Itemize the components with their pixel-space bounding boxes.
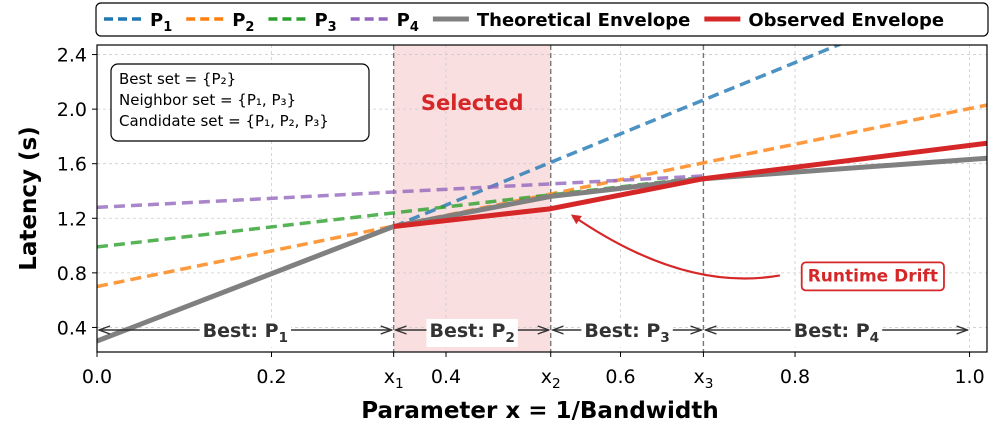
info-line: Candidate set = {P₁, P₂, P₃}	[119, 112, 329, 130]
runtime-drift-label: Runtime Drift	[808, 266, 938, 286]
y-axis-title: Latency (s)	[16, 126, 42, 271]
region-label: Best: P1	[203, 320, 288, 346]
p-2-line	[97, 103, 987, 289]
region-label-bg	[581, 319, 673, 347]
info-line: Best set = {P₂}	[119, 70, 236, 88]
legend-label: P1	[150, 10, 172, 35]
region-label-bg	[426, 319, 518, 347]
region-label: Best: P2	[429, 320, 514, 346]
theoretical-envelope-line	[97, 155, 987, 344]
y-tick-label: 1.6	[57, 154, 87, 176]
x-tick-label: 0.4	[431, 366, 461, 388]
y-tick-label: 2.0	[57, 99, 87, 121]
legend-label: P3	[314, 10, 336, 35]
info-line: Neighbor set = {P₁, P₃}	[119, 91, 296, 109]
x-tick-label: 0.0	[82, 366, 112, 388]
observed-envelope-line	[393, 140, 987, 229]
legend-label: Theoretical Envelope	[477, 10, 690, 31]
legend: P1 P2 P3 P4 Theoretical Envelope Observed Env…	[95, 2, 989, 37]
region-label-bg	[199, 319, 292, 347]
info-box-frame	[110, 63, 370, 142]
x-tick-label: x3	[693, 366, 713, 392]
runtime-drift-box	[800, 261, 945, 292]
y-tick-label: 2.4	[57, 45, 87, 67]
runtime-drift-arrow	[570, 214, 781, 280]
y-tick-label: 0.4	[57, 317, 87, 339]
x-tick-label: x1	[384, 366, 404, 392]
legend-frame	[95, 2, 989, 37]
x-tick-label: 0.6	[605, 366, 635, 388]
region-label-bg	[790, 319, 883, 347]
plot-frame	[96, 44, 988, 353]
x-tick-label: x2	[541, 366, 561, 392]
info-box: Best set = {P₂} Neighbor set = {P₁, P₃} Ca…	[110, 63, 370, 142]
region-label: Best: P3	[584, 320, 669, 346]
x-axis-title: Parameter x = 1/Bandwidth	[361, 398, 719, 424]
x-tick-label: 0.2	[256, 366, 286, 388]
y-tick-label: 1.2	[57, 208, 87, 230]
y-tick-label: 0.8	[57, 263, 87, 285]
legend-label: P4	[397, 10, 419, 35]
legend-label: P2	[232, 10, 254, 35]
x-tick-label: 0.8	[780, 366, 810, 388]
x-tick-label: 1.0	[954, 366, 984, 388]
selected-label: Selected	[421, 91, 524, 115]
legend-label: Observed Envelope	[748, 10, 944, 31]
series-group	[97, 45, 987, 344]
region-label: Best: P4	[794, 320, 879, 346]
